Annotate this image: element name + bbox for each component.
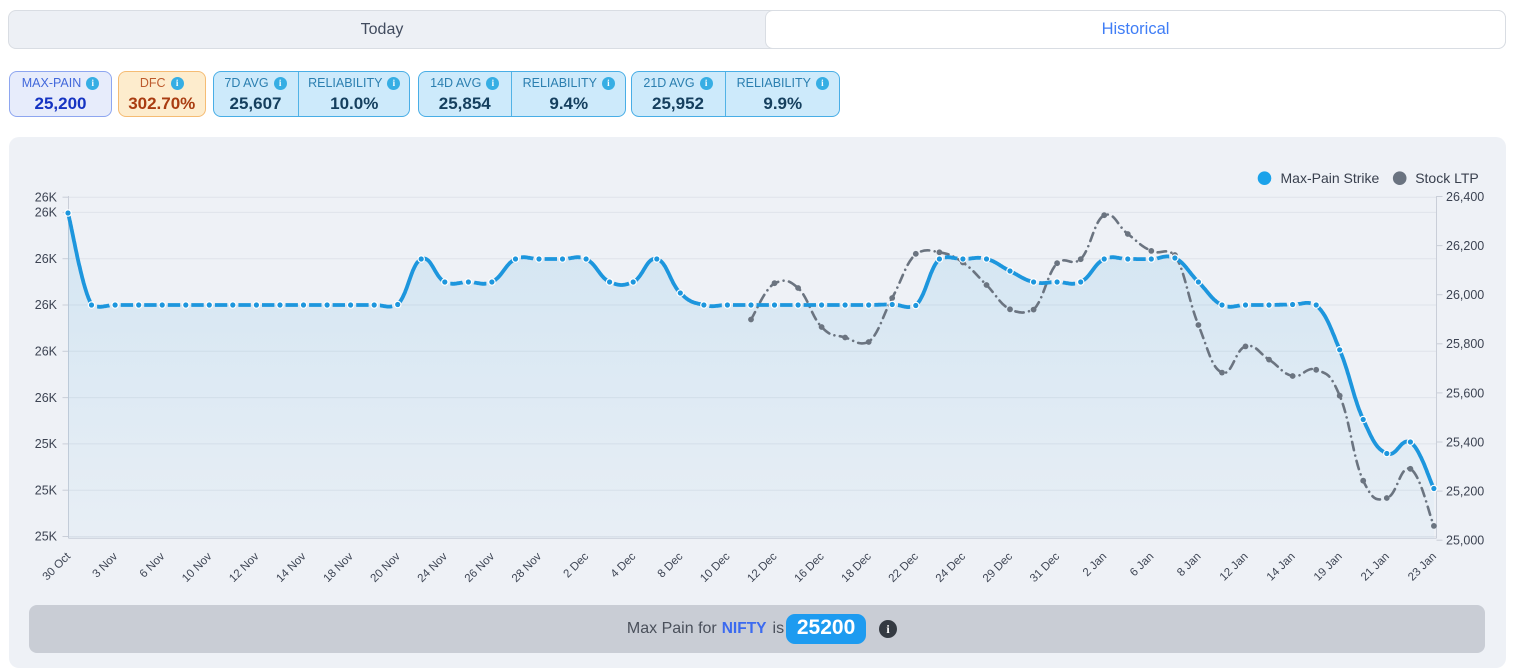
svg-text:12 Nov: 12 Nov — [227, 550, 261, 584]
svg-text:10 Nov: 10 Nov — [180, 550, 214, 584]
svg-text:30 Oct: 30 Oct — [41, 550, 74, 583]
svg-text:6 Jan: 6 Jan — [1128, 551, 1156, 579]
svg-text:25,600: 25,600 — [1446, 386, 1484, 400]
svg-text:12 Dec: 12 Dec — [745, 550, 779, 584]
svg-text:26 Nov: 26 Nov — [463, 550, 497, 584]
svg-text:28 Nov: 28 Nov — [510, 550, 544, 584]
svg-text:18 Dec: 18 Dec — [840, 550, 874, 584]
svg-text:25,400: 25,400 — [1446, 435, 1484, 449]
svg-text:8 Jan: 8 Jan — [1175, 551, 1203, 579]
svg-text:26,200: 26,200 — [1446, 239, 1484, 253]
svg-text:26K: 26K — [35, 391, 58, 405]
svg-text:26,000: 26,000 — [1446, 288, 1484, 302]
svg-text:26,400: 26,400 — [1446, 190, 1484, 204]
svg-text:2 Dec: 2 Dec — [561, 550, 591, 580]
svg-text:16 Dec: 16 Dec — [792, 550, 826, 584]
svg-text:8 Dec: 8 Dec — [656, 550, 686, 580]
svg-text:25K: 25K — [35, 530, 58, 544]
svg-text:Stock LTP: Stock LTP — [1415, 170, 1479, 186]
svg-text:3 Nov: 3 Nov — [90, 550, 120, 580]
svg-text:10 Dec: 10 Dec — [698, 550, 732, 584]
svg-text:26K: 26K — [35, 345, 58, 359]
svg-text:26K: 26K — [35, 206, 58, 220]
svg-text:24 Dec: 24 Dec — [934, 550, 968, 584]
svg-text:26K: 26K — [35, 190, 58, 204]
svg-text:24 Nov: 24 Nov — [416, 550, 450, 584]
svg-text:25,200: 25,200 — [1446, 485, 1484, 499]
svg-text:29 Dec: 29 Dec — [981, 550, 1015, 584]
svg-text:6 Nov: 6 Nov — [138, 550, 168, 580]
svg-text:2 Jan: 2 Jan — [1081, 551, 1109, 579]
svg-text:12 Jan: 12 Jan — [1218, 551, 1251, 584]
svg-text:19 Jan: 19 Jan — [1312, 551, 1345, 584]
svg-text:Max-Pain Strike: Max-Pain Strike — [1281, 170, 1380, 186]
svg-text:25,800: 25,800 — [1446, 337, 1484, 351]
svg-text:25,000: 25,000 — [1446, 534, 1484, 548]
svg-text:14 Jan: 14 Jan — [1265, 551, 1298, 584]
svg-text:21 Jan: 21 Jan — [1359, 551, 1392, 584]
svg-text:14 Nov: 14 Nov — [274, 550, 308, 584]
svg-text:23 Jan: 23 Jan — [1406, 551, 1439, 584]
svg-text:26K: 26K — [35, 252, 58, 266]
svg-text:25K: 25K — [35, 483, 58, 497]
svg-text:31 Dec: 31 Dec — [1028, 550, 1062, 584]
svg-text:26K: 26K — [35, 298, 58, 312]
svg-text:20 Nov: 20 Nov — [369, 550, 403, 584]
svg-text:22 Dec: 22 Dec — [887, 550, 921, 584]
svg-text:18 Nov: 18 Nov — [321, 550, 355, 584]
svg-text:25K: 25K — [35, 437, 58, 451]
svg-text:4 Dec: 4 Dec — [609, 550, 639, 580]
